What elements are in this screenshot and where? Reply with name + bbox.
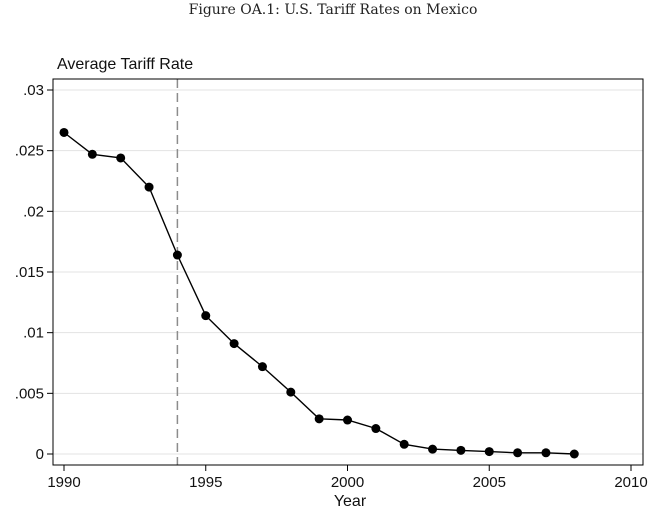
data-point	[569, 449, 579, 459]
data-point	[286, 387, 296, 397]
data-point	[257, 362, 267, 372]
data-point	[144, 182, 154, 192]
x-tick-label: 2005	[473, 474, 506, 491]
data-point	[456, 445, 466, 455]
y-axis-title: Average Tariff Rate	[57, 56, 194, 73]
data-point	[484, 447, 494, 457]
data-point	[87, 149, 97, 159]
x-tick-label: 1990	[47, 474, 80, 491]
x-axis-title: Year	[334, 493, 367, 510]
y-tick-label: .03	[23, 82, 44, 99]
data-point	[541, 448, 551, 458]
figure-caption: Figure OA.1: U.S. Tariff Rates on Mexico	[188, 2, 478, 18]
tick-labels: 0 .005 .01 .015 .02 .025 .03 1990 1995 2000 2005 20…	[15, 82, 648, 491]
x-tick-label: 2010	[614, 474, 647, 491]
data-point	[428, 444, 438, 454]
data-point	[314, 414, 324, 424]
data-point	[116, 153, 126, 163]
data-point	[229, 339, 239, 349]
y-tick-label: .015	[15, 264, 44, 281]
axis-ticks	[47, 89, 632, 471]
data-point	[59, 127, 69, 137]
data-point	[371, 424, 381, 434]
y-tick-label: .01	[23, 325, 44, 342]
y-tick-label: 0	[36, 446, 44, 463]
y-tick-label: .005	[15, 385, 44, 402]
data-points	[59, 127, 579, 459]
x-tick-label: 1995	[189, 474, 222, 491]
grid-lines	[53, 89, 643, 455]
series-line	[63, 131, 575, 455]
x-tick-label: 2000	[331, 474, 364, 491]
y-tick-label: .02	[23, 203, 44, 220]
data-point	[513, 448, 523, 458]
data-point	[201, 311, 211, 321]
y-tick-label: .025	[15, 143, 44, 160]
data-point	[343, 415, 352, 425]
data-point	[172, 250, 182, 260]
data-point	[399, 439, 409, 449]
